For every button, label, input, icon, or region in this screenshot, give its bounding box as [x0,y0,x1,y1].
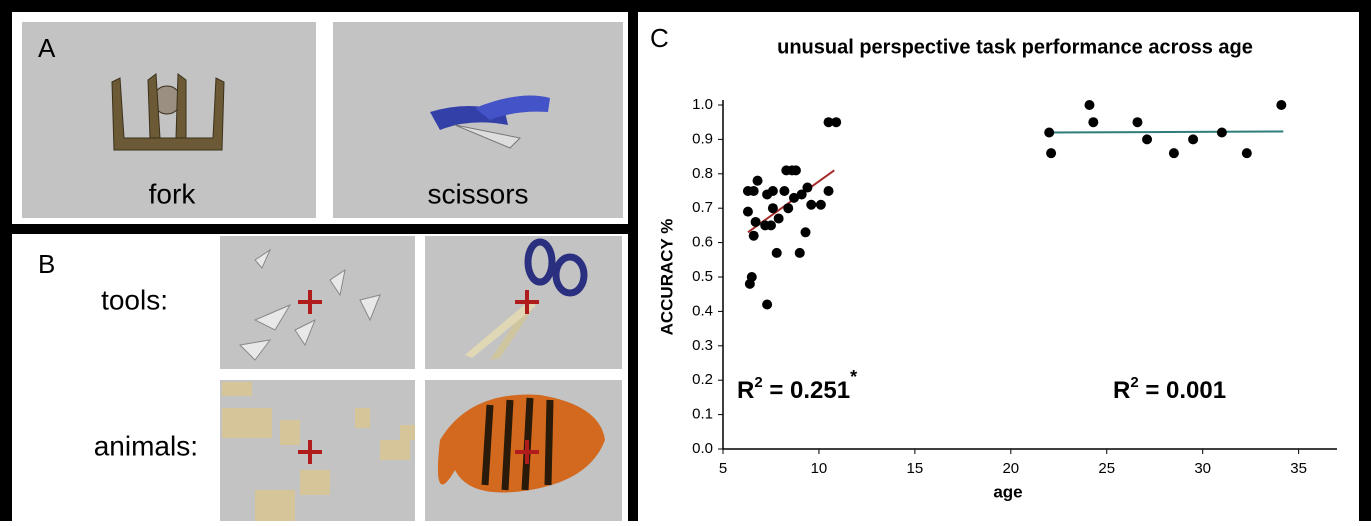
r-superscript: 2 [754,374,762,391]
point [783,203,794,214]
point [750,216,761,227]
point [1276,100,1287,110]
point [1241,148,1252,159]
image-fork [22,22,316,218]
y-tick-label: 0.7 [692,199,713,216]
point [748,230,759,241]
point [773,213,784,224]
point [1216,127,1227,138]
point [1142,134,1153,145]
y-tick-label: 0.4 [692,302,713,319]
panel-label: A [38,33,56,63]
y-tick-label: 0.8 [692,165,713,182]
panel-c [638,12,1359,521]
x-tick-label: 30 [1194,460,1211,477]
image-caption: scissors [427,178,528,209]
point [831,117,842,128]
fork-drawing [111,73,225,151]
y-tick-label: 1.0 [692,96,713,113]
row-label: animals: [94,430,198,461]
y-tick-label: 0.6 [692,234,713,251]
point [790,165,801,176]
point [760,220,771,231]
point [794,247,805,258]
chart-title: unusual perspective task performance acr… [777,36,1253,58]
x-tick-label: 15 [907,460,924,477]
fixation-crosses [298,290,539,464]
x-tick-label: 10 [811,460,828,477]
point [762,299,773,310]
r-superscript: 2 [1130,374,1138,391]
panel-label: B [38,249,55,279]
r-base: R [737,377,754,404]
y-tick-label: 0.3 [692,337,713,354]
point [1044,127,1055,138]
y-tick-label: 0.0 [692,440,713,457]
fish-drawing [437,394,605,493]
y-tick-label: 0.1 [692,406,713,423]
scissors-drawing [430,95,550,149]
animal-fragments [222,382,415,521]
significance-note: * [850,367,857,387]
point [742,206,753,217]
image-caption: fork [149,178,197,209]
x-axis-label: age [993,482,1022,501]
x-tick-label: 25 [1098,460,1115,477]
point [815,199,826,210]
tool-drawing [465,238,588,360]
y-tick-label: 0.5 [692,268,713,285]
point [823,117,834,128]
r-squared: R2 = 0.001 [1113,374,1226,404]
y-axis-label: ACCURACY % [657,219,676,336]
panel-label: C [650,23,669,53]
r-text: = 0.001 [1139,377,1226,404]
point [806,199,817,210]
r-text: = 0.251 [763,377,850,404]
x-tick-label: 20 [1002,460,1019,477]
point [802,182,813,193]
point [1046,148,1057,159]
point [767,186,778,196]
r-squared: R2 = 0.251* [737,367,857,405]
trend-line [1049,130,1284,134]
point [744,278,755,289]
point [1188,134,1199,145]
point [1132,117,1143,128]
point [1084,100,1095,110]
point [767,203,778,214]
point [823,186,834,196]
x-tick-label: 5 [719,460,727,477]
y-tick-label: 0.2 [692,371,713,388]
point [796,189,807,200]
point [1168,148,1179,159]
y-tick-label: 0.9 [692,130,713,147]
scramble-fragments [238,248,381,361]
row-label: tools: [101,284,168,315]
point [800,227,811,238]
point [752,175,763,186]
point [779,186,790,196]
r-base: R [1113,377,1130,404]
point [748,186,759,196]
point [771,247,782,258]
x-tick-label: 35 [1290,460,1307,477]
point [788,192,799,203]
point [1088,117,1099,128]
